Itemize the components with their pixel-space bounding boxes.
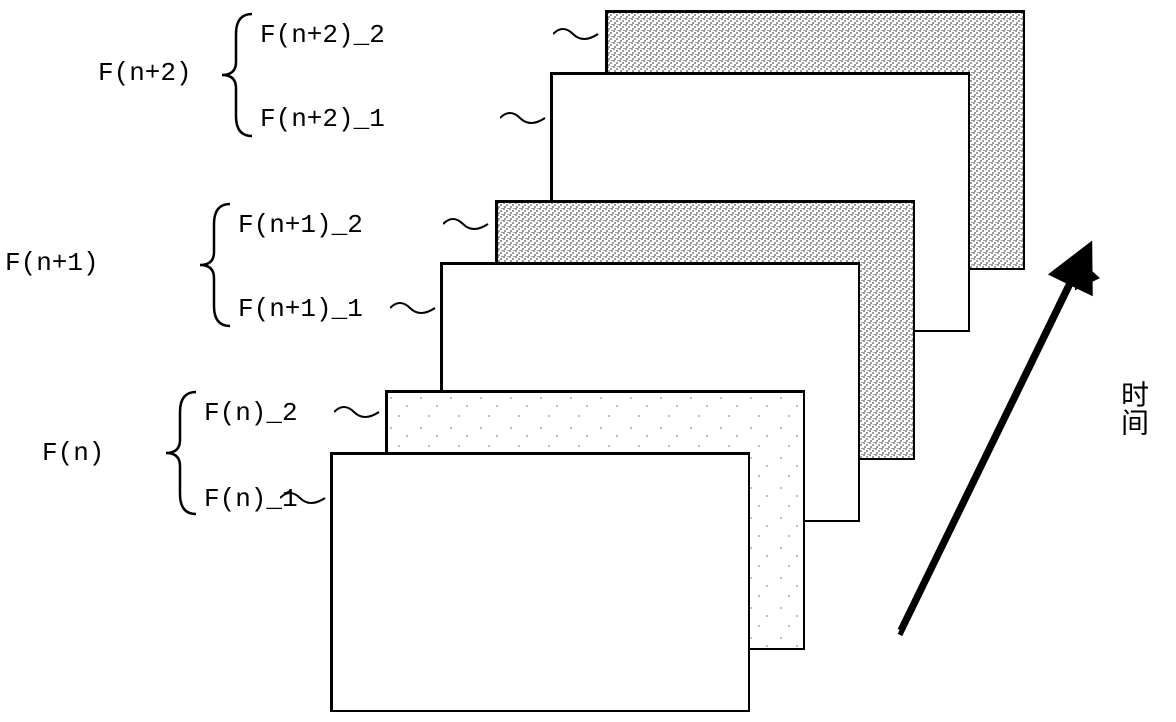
tilde-fn1-sub1 xyxy=(390,294,445,318)
tilde-fn2-sub1 xyxy=(500,104,555,128)
time-axis-label: 时间 xyxy=(1110,380,1150,436)
label-fn1-sub1: F(n+1)_1 xyxy=(238,294,363,324)
tilde-fn1-sub2 xyxy=(443,210,498,234)
brace-fn xyxy=(162,390,202,516)
time-arrow-full xyxy=(880,225,1130,655)
label-fn-sub2: F(n)_2 xyxy=(204,398,298,428)
label-fn2-sub2: F(n+2)_2 xyxy=(260,20,385,50)
frame-fn-sub1 xyxy=(330,452,750,712)
tilde-fn2-sub2 xyxy=(553,20,608,44)
tilde-fn-sub1 xyxy=(280,484,335,508)
brace-fn1 xyxy=(196,202,236,328)
label-group-fn2: F(n+2) xyxy=(98,58,192,88)
label-fn2-sub1: F(n+2)_1 xyxy=(260,104,385,134)
label-fn1-sub2: F(n+1)_2 xyxy=(238,210,363,240)
tilde-fn-sub2 xyxy=(334,398,389,422)
brace-fn2 xyxy=(218,12,258,138)
label-group-fn1: F(n+1) xyxy=(5,248,99,278)
label-group-fn: F(n) xyxy=(42,438,104,468)
